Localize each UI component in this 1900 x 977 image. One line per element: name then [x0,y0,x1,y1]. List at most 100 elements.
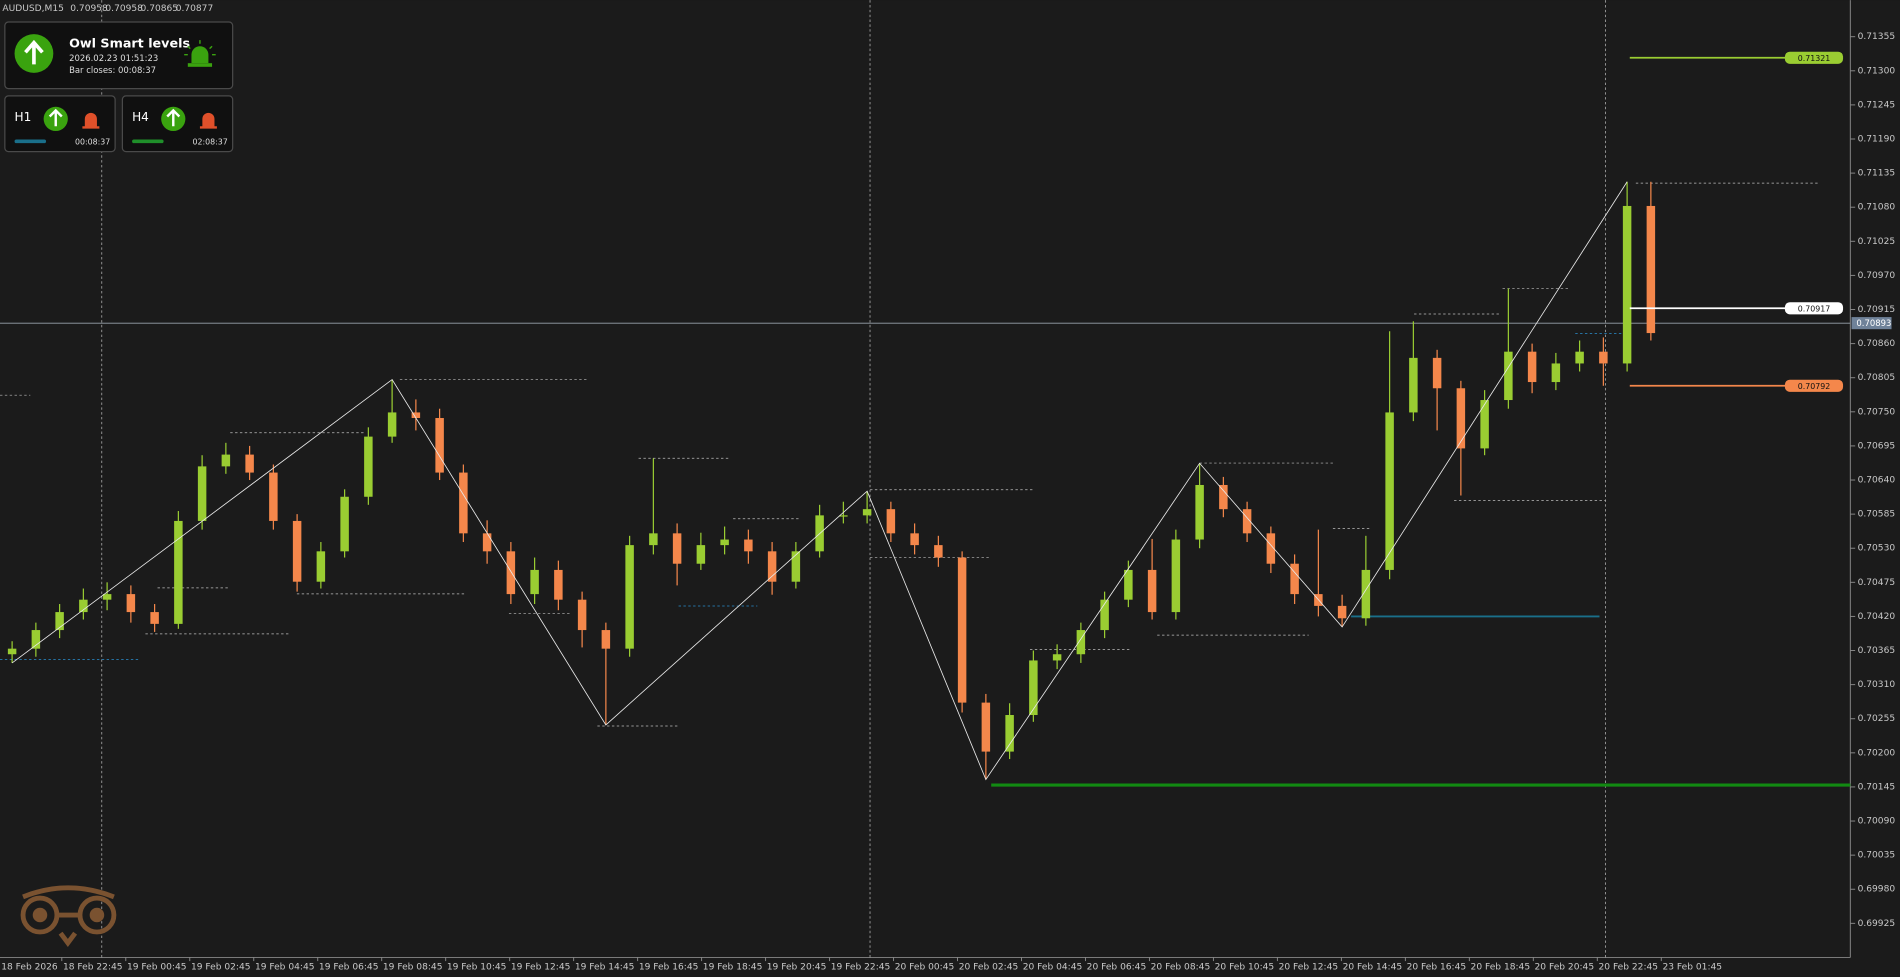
x-tick-label: 23 Feb 01:45 [1663,963,1723,973]
x-tick-label: 20 Feb 14:45 [1343,963,1403,973]
y-tick-label: 0.69925 [1858,919,1896,929]
candle-body [1052,654,1062,661]
x-tick-label: 19 Feb 14:45 [575,963,635,973]
y-tick-label: 0.70860 [1858,339,1896,349]
tf-timer: 02:08:37 [192,137,227,146]
x-tick-label: 19 Feb 02:45 [191,963,251,973]
candle-body [1147,569,1157,613]
candle-body [934,545,943,558]
candle-body [79,599,88,613]
x-tick-label: 20 Feb 18:45 [1471,963,1531,973]
candle-body [767,551,777,582]
x-tick-label: 20 Feb 16:45 [1407,963,1467,973]
x-tick-label: 19 Feb 06:45 [319,963,379,973]
tf-bar [14,139,47,144]
candle-body [221,454,231,467]
candle-body [1432,357,1442,389]
candle-body [625,545,634,649]
candle-body [1005,715,1014,752]
candle-body [435,418,444,473]
x-tick-label: 19 Feb 00:45 [127,963,187,973]
x-tick-label: 20 Feb 08:45 [1151,963,1211,973]
y-tick-label: 0.70145 [1858,782,1896,792]
x-tick-label: 20 Feb 00:45 [895,963,955,973]
candle-body [1361,569,1371,619]
level-tag [1784,379,1844,392]
candle-body [981,702,991,752]
candle-body [1337,605,1347,619]
y-tick-label: 0.70035 [1858,851,1896,861]
y-tick-label: 0.70530 [1858,544,1896,554]
tf-bar [132,139,164,144]
candle-body [839,515,848,517]
candle-body [1124,569,1133,600]
candle-body [1551,363,1561,383]
candle-body [1290,563,1299,595]
tf-timer: 00:08:37 [75,137,110,146]
candle-body [957,557,967,703]
x-tick-label: 19 Feb 12:45 [511,963,571,973]
candle-body [387,412,397,437]
x-tick-label: 18 Feb 2026 [1,963,58,973]
y-tick-label: 0.70200 [1858,748,1896,758]
panel-box [4,21,234,90]
tf-name: H4 [132,110,149,124]
siren-icon [184,40,216,67]
y-tick-label: 0.71135 [1858,169,1896,179]
y-tick-label: 0.70585 [1858,510,1896,520]
y-tick-label: 0.70695 [1858,441,1896,451]
candle-body [1504,351,1513,401]
candle-body [1456,388,1466,449]
y-tick-label: 0.70915 [1858,305,1896,315]
x-tick-label: 19 Feb 22:45 [831,963,891,973]
candle-body [31,630,41,649]
candle-body [1409,357,1418,413]
y-tick-label: 0.70365 [1858,646,1896,656]
candle-body [102,594,112,600]
x-tick-label: 19 Feb 08:45 [383,963,443,973]
candle-body [1029,660,1038,716]
y-tick-label: 0.70310 [1858,680,1896,690]
y-tick-label: 0.71025 [1858,237,1896,247]
ohlc-value: 0.70958 [70,4,108,14]
candle-body [1100,599,1109,631]
tf-name: H1 [15,110,32,124]
candle-body [126,594,136,613]
candle-body [1171,539,1181,613]
candle-body [696,545,706,564]
candle-body [1527,351,1537,383]
x-tick-label: 19 Feb 04:45 [255,963,315,973]
candle-body [720,539,729,546]
tf-siren [199,112,217,129]
candle-body [1646,205,1656,334]
candle-body [1242,509,1252,534]
level-tag [1784,302,1844,315]
candle-body [672,533,682,564]
panel-title: Owl Smart levels [69,35,190,50]
x-tick-label: 19 Feb 20:45 [767,963,827,973]
y-tick-label: 0.70970 [1858,271,1896,281]
level-label: 0.71321 [1798,54,1831,63]
y-tick-label: 0.71190 [1858,135,1896,145]
candle-body [1266,533,1276,564]
level-tag [1784,51,1844,64]
x-tick-label: 18 Feb 22:45 [63,963,123,973]
panel-time: 2026.02.23 01:51:23 [69,53,158,63]
y-tick-label: 0.70255 [1858,714,1896,724]
x-tick-label: 20 Feb 22:45 [1599,963,1659,973]
timeframe-panels: H1 00:08:37 H4 02:08:37 [4,95,234,153]
y-tick-label: 0.70640 [1858,476,1896,486]
candle-body [744,539,753,552]
y-tick-label: 0.69980 [1858,885,1896,895]
x-tick-label: 20 Feb 04:45 [1023,963,1083,973]
bid-label: 0.70893 [1856,318,1891,328]
owl-logo [20,885,117,947]
x-tick-label: 19 Feb 10:45 [447,963,507,973]
candle-body [482,533,492,552]
candle-body [411,412,421,419]
candle-body [1480,400,1489,449]
